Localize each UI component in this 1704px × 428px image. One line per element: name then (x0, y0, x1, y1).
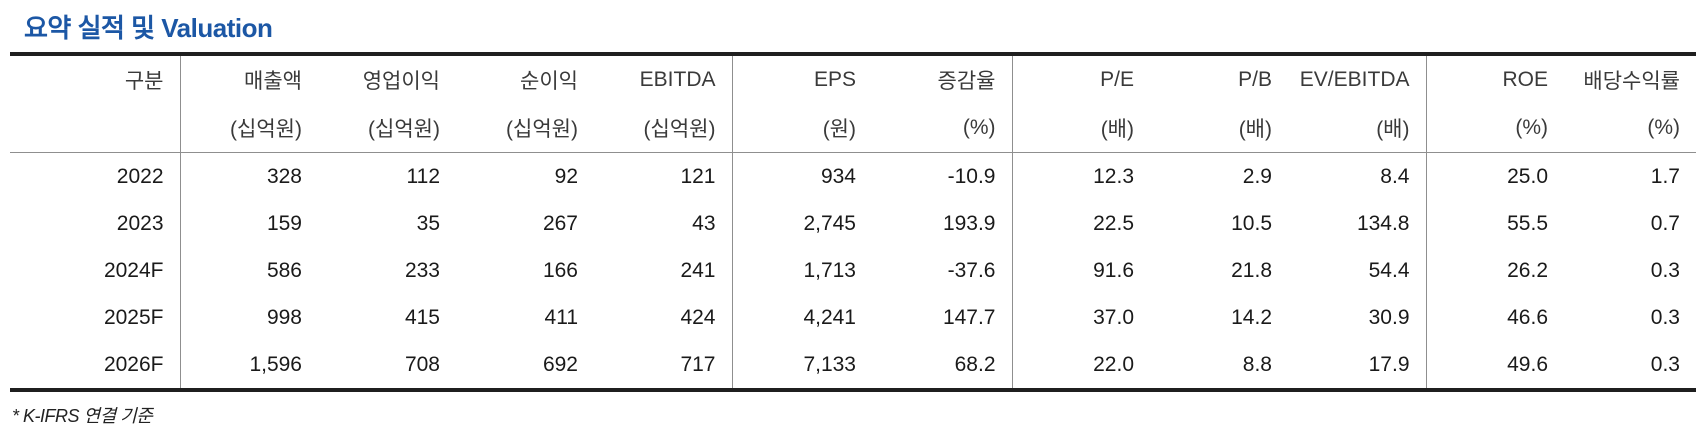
table-row: 2026F 1,596 708 692 717 7,133 68.2 22.0 … (10, 341, 1696, 390)
value-cell: 68.2 (872, 341, 1013, 390)
column-unit: (십억원) (594, 104, 733, 153)
value-cell: 22.0 (1093, 352, 1134, 376)
column-header: EPS (813, 68, 856, 91)
column-header: P/E (1100, 68, 1134, 91)
value-cell: 14.2 (1231, 305, 1272, 329)
value-cell: 10.5 (1231, 211, 1272, 235)
value-cell: 1.7 (1650, 164, 1680, 188)
value-cell: 0.3 (1650, 305, 1680, 329)
value-cell: 233 (404, 258, 440, 282)
value-cell: 0.7 (1650, 211, 1680, 235)
value-cell: 147.7 (872, 294, 1013, 341)
value-cell: 55.5 (1507, 211, 1548, 235)
column-unit: (십억원) (180, 104, 318, 153)
value-cell: 35 (416, 211, 440, 235)
value-cell: 415 (404, 305, 440, 329)
value-cell: 8.8 (1242, 352, 1272, 376)
year-cell: 2024F (10, 247, 181, 294)
value-cell: 26.2 (1507, 258, 1548, 282)
value-cell: 12.3 (1093, 164, 1134, 188)
column-unit: (원) (732, 104, 872, 153)
column-header: P/B (1238, 68, 1272, 91)
header-row-labels: 구분 매출액 영업이익 순이익 EBITDA EPS 증감율 P/E P/B E… (10, 54, 1696, 104)
value-cell: 193.9 (872, 200, 1013, 247)
value-cell: 708 (404, 352, 440, 376)
page-title: 요약 실적 및 Valuation (24, 13, 273, 43)
table-row: 2025F 998 415 411 424 4,241 147.7 37.0 1… (10, 294, 1696, 341)
column-unit: (%) (1426, 104, 1564, 153)
value-cell: 267 (542, 211, 578, 235)
value-cell: 586 (266, 258, 302, 282)
column-header: 구분 (10, 54, 181, 104)
column-header: EBITDA (594, 54, 733, 104)
value-cell: 112 (406, 164, 440, 188)
value-cell: 22.5 (1093, 211, 1134, 235)
column-unit (10, 104, 181, 153)
value-cell: 92 (554, 164, 578, 188)
value-cell: 998 (266, 305, 302, 329)
value-cell: 49.6 (1507, 352, 1548, 376)
value-cell: 328 (266, 164, 302, 188)
value-cell: 1,596 (249, 352, 302, 376)
value-cell: 424 (594, 294, 733, 341)
column-header: 증감율 (872, 54, 1013, 104)
value-cell: 717 (594, 341, 733, 390)
table-row: 2023 159 35 267 43 2,745 193.9 22.5 10.5… (10, 200, 1696, 247)
column-header: ROE (1502, 68, 1548, 91)
value-cell: 43 (594, 200, 733, 247)
value-cell: -37.6 (872, 247, 1013, 294)
value-cell: 91.6 (1093, 258, 1134, 282)
table-row: 2024F 586 233 166 241 1,713 -37.6 91.6 2… (10, 247, 1696, 294)
column-unit: (십억원) (456, 104, 594, 153)
value-cell: -10.9 (872, 152, 1013, 200)
column-unit: (배) (1012, 104, 1150, 153)
value-cell: 7,133 (803, 352, 856, 376)
column-unit: (배) (1288, 104, 1427, 153)
value-cell: 166 (542, 258, 578, 282)
valuation-summary-table: 구분 매출액 영업이익 순이익 EBITDA EPS 증감율 P/E P/B E… (10, 52, 1696, 392)
column-header: 순이익 (520, 70, 578, 93)
year-cell: 2025F (10, 294, 181, 341)
value-cell: 30.9 (1288, 294, 1427, 341)
value-cell: 241 (594, 247, 733, 294)
year-cell: 2022 (10, 152, 181, 200)
column-header: 영업이익 (362, 70, 440, 93)
value-cell: 411 (544, 305, 578, 329)
value-cell: 0.3 (1650, 352, 1680, 376)
value-cell: 134.8 (1288, 200, 1427, 247)
column-header: EV/EBITDA (1288, 54, 1427, 104)
value-cell: 25.0 (1507, 164, 1548, 188)
header-row-units: (십억원) (십억원) (십억원) (십억원) (원) (%) (배) (배) … (10, 104, 1696, 153)
column-header: 매출액 (244, 70, 302, 93)
value-cell: 159 (266, 211, 302, 235)
value-cell: 8.4 (1288, 152, 1427, 200)
year-cell: 2023 (10, 200, 181, 247)
table-footnote: * K-IFRS 연결 기준 (12, 406, 153, 426)
column-unit: (십억원) (318, 104, 456, 153)
value-cell: 46.6 (1507, 305, 1548, 329)
value-cell: 21.8 (1231, 258, 1272, 282)
column-unit: (배) (1150, 104, 1288, 153)
value-cell: 17.9 (1288, 341, 1427, 390)
value-cell: 2,745 (803, 211, 856, 235)
value-cell: 2.9 (1242, 164, 1272, 188)
year-cell: 2026F (10, 341, 181, 390)
column-unit: (%) (872, 104, 1013, 153)
table-row: 2022 328 112 92 121 934 -10.9 12.3 2.9 8… (10, 152, 1696, 200)
value-cell: 121 (594, 152, 733, 200)
value-cell: 4,241 (803, 305, 856, 329)
value-cell: 54.4 (1288, 247, 1427, 294)
value-cell: 1,713 (803, 258, 856, 282)
value-cell: 0.3 (1650, 258, 1680, 282)
column-unit: (%) (1564, 104, 1696, 153)
value-cell: 934 (820, 164, 856, 188)
value-cell: 692 (542, 352, 578, 376)
value-cell: 37.0 (1093, 305, 1134, 329)
column-header: 배당수익률 (1583, 70, 1680, 93)
